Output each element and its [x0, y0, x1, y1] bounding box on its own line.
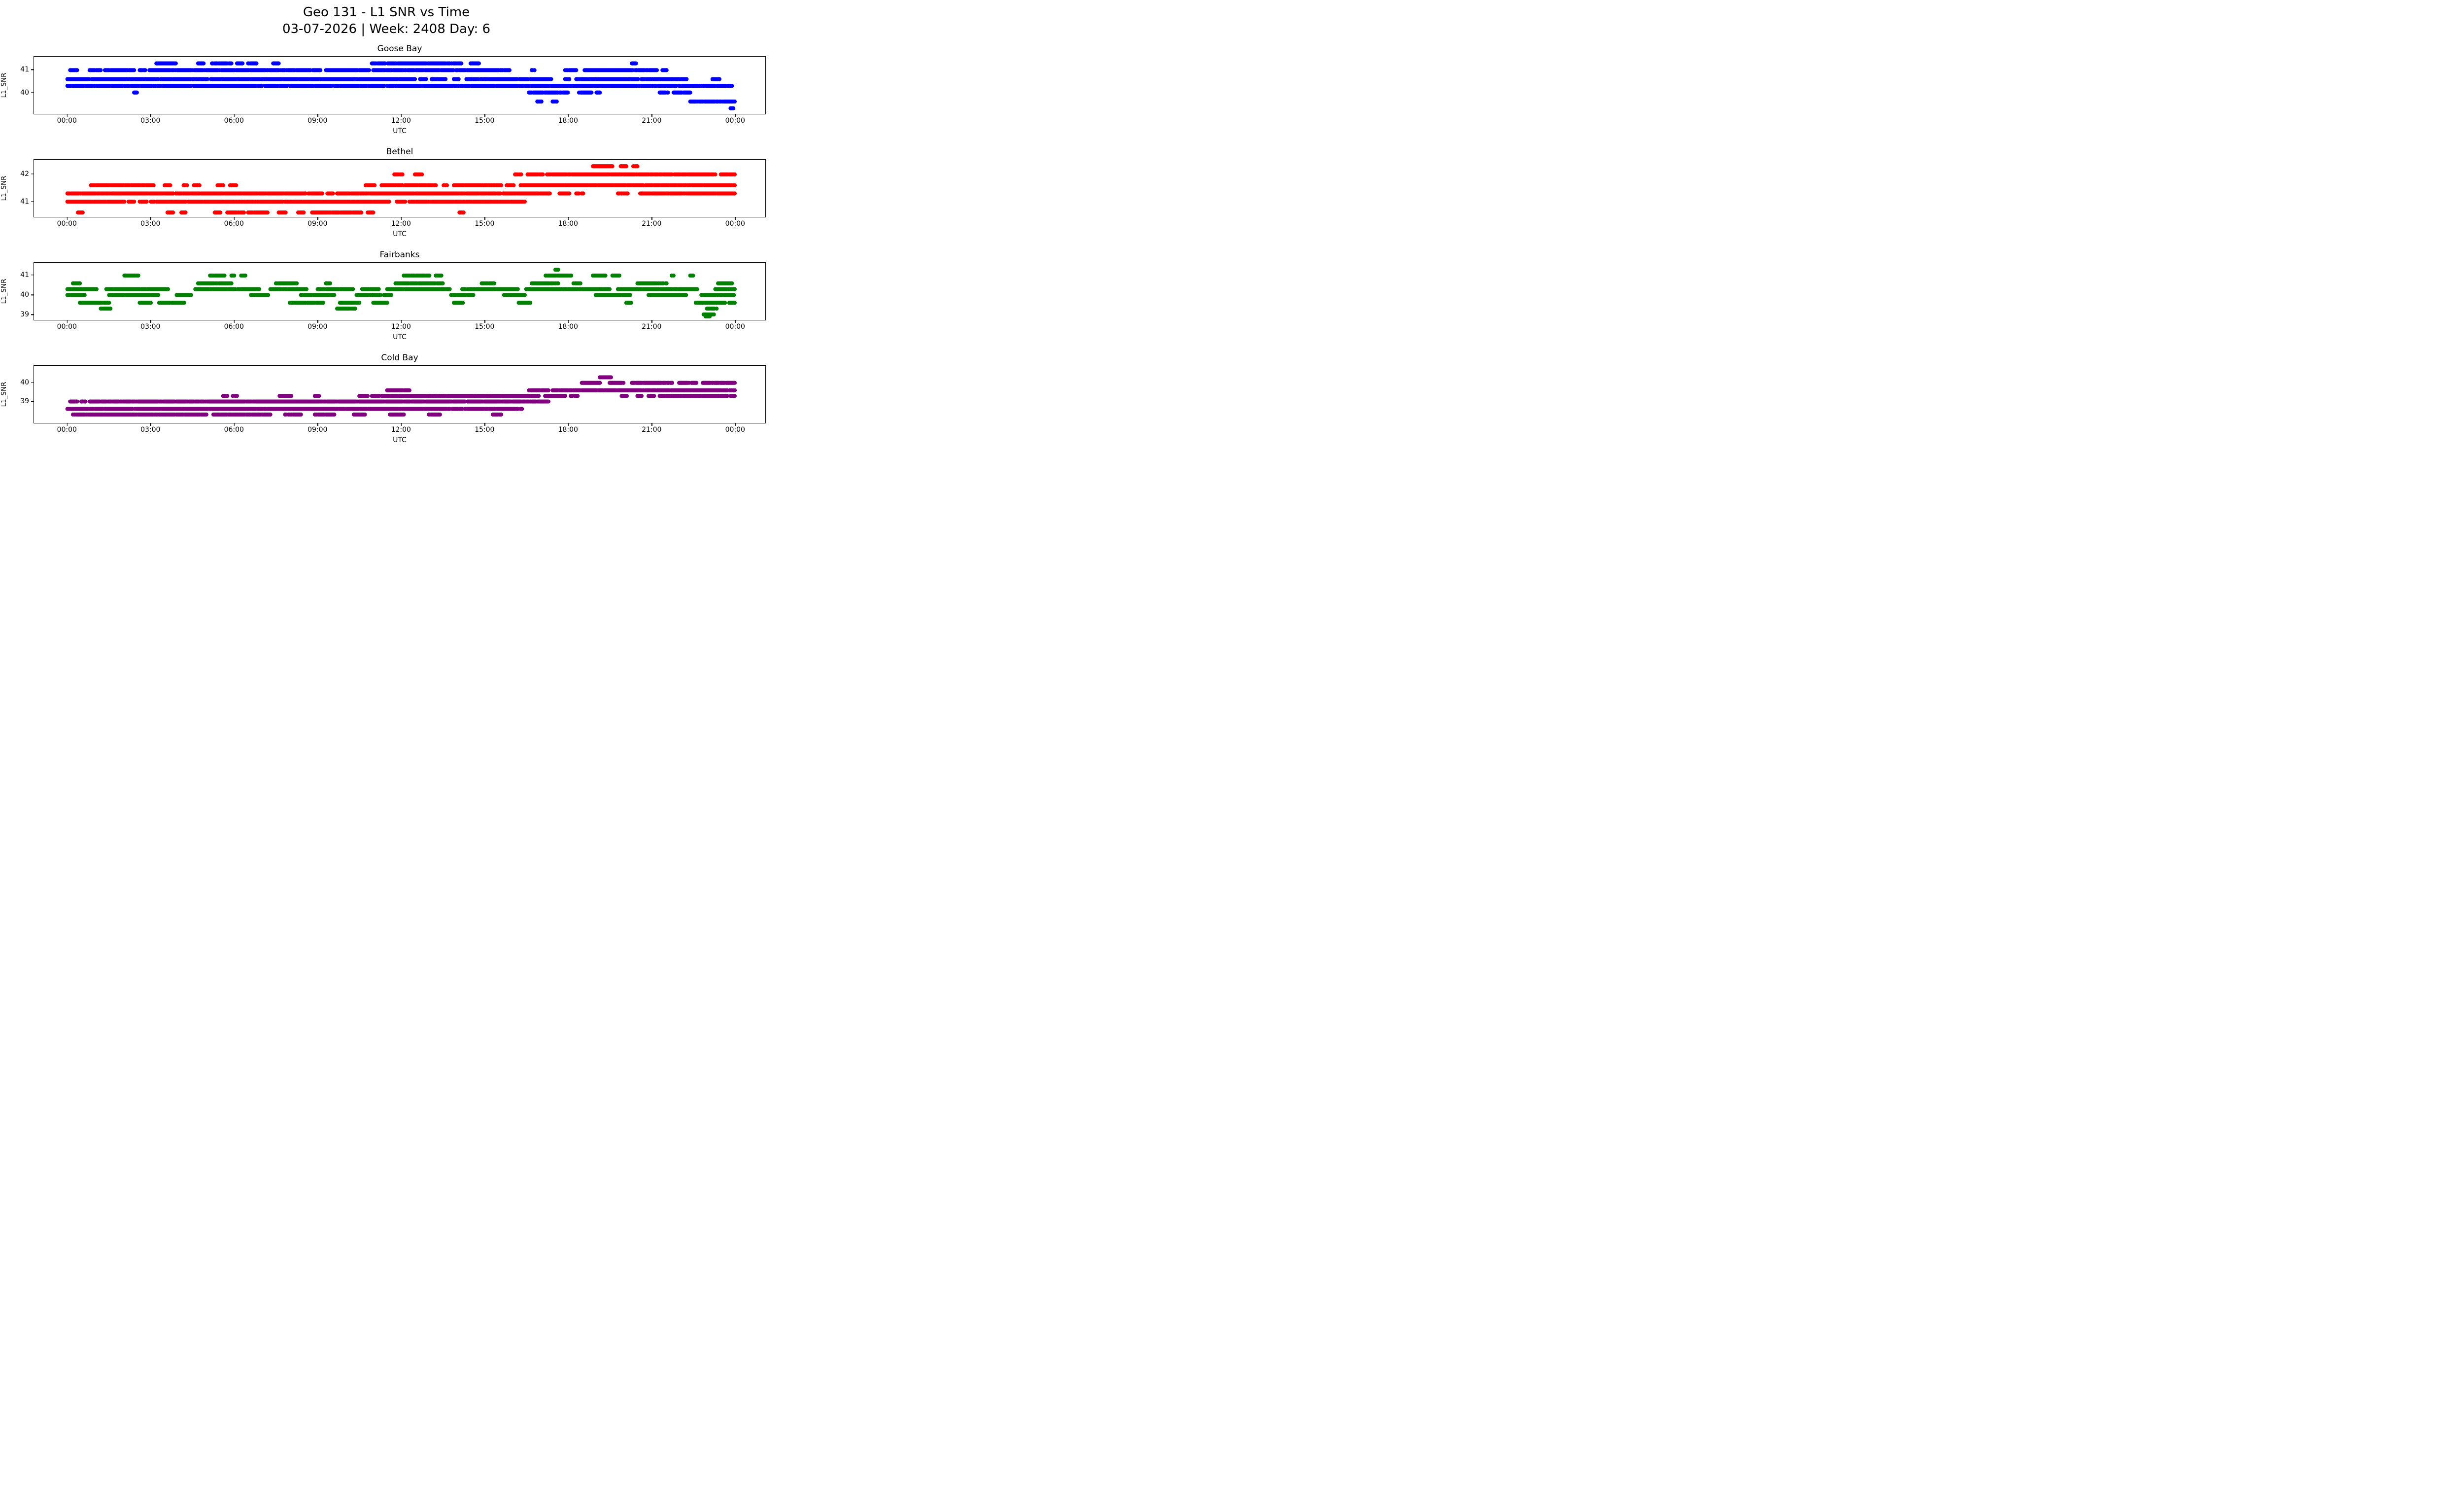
- y-tick-label: 41: [20, 198, 29, 206]
- x-tick-labels: 00:00 03:00 06:00 09:00 12:00 15:00 18:00 21:00…: [34, 114, 766, 127]
- x-tick-label: 12:00: [391, 423, 411, 434]
- x-tick-label: 00:00: [725, 423, 745, 434]
- x-axis-label: UTC: [393, 333, 407, 341]
- x-tick-label: 00:00: [57, 114, 77, 125]
- x-tick-label: 00:00: [57, 217, 77, 228]
- x-tick-labels: 00:00 03:00 06:00 09:00 12:00 15:00 18:00 21:00…: [34, 423, 766, 436]
- y-axis-label: L1_SNR: [0, 72, 8, 98]
- x-tick-label: 09:00: [308, 423, 328, 434]
- x-tick-label: 15:00: [475, 217, 495, 228]
- x-tick-label: 18:00: [558, 320, 578, 331]
- x-tick-label: 21:00: [642, 423, 662, 434]
- x-tick-label: 00:00: [725, 320, 745, 331]
- y-tick-labels: 41 40: [9, 56, 34, 114]
- scatter-canvas: [34, 262, 765, 320]
- figure-title-line2: 03-07-2026 | Week: 2408 Day: 6: [282, 22, 491, 37]
- x-tick-label: 12:00: [391, 320, 411, 331]
- x-tick-label: 18:00: [558, 114, 578, 125]
- x-tick-label: 06:00: [224, 217, 244, 228]
- x-tick-label: 21:00: [642, 320, 662, 331]
- plot-row: L1_SNR 42 41: [0, 159, 773, 217]
- y-tick-labels: 42 41: [9, 159, 34, 217]
- y-axis-label: L1_SNR: [0, 382, 8, 407]
- subplot-title: Bethel: [386, 146, 413, 157]
- y-axis-label: L1_SNR: [0, 175, 8, 201]
- x-tick-label: 03:00: [140, 423, 161, 434]
- x-tick-label: 12:00: [391, 217, 411, 228]
- x-tick-label: 00:00: [725, 114, 745, 125]
- y-tick-label: 41: [20, 271, 29, 279]
- y-tick-label: 40: [20, 291, 29, 299]
- x-tick-label: 03:00: [140, 217, 161, 228]
- y-tick-label: 41: [20, 66, 29, 74]
- x-tick-label: 06:00: [224, 114, 244, 125]
- y-tick-labels: 41 40 39: [9, 262, 34, 320]
- plot-row: L1_SNR 41 40: [0, 56, 773, 114]
- subplot-goose-bay: Goose Bay L1_SNR 41 40 00:00 03:00 06:00 09:…: [0, 44, 773, 135]
- x-tick-label: 09:00: [308, 320, 328, 331]
- x-axis-label: UTC: [393, 436, 407, 444]
- y-tick-label: 40: [20, 88, 29, 97]
- figure-title: Geo 131 - L1 SNR vs Time 03-07-2026 | We…: [0, 0, 773, 38]
- x-tick-label: 15:00: [475, 423, 495, 434]
- x-axis-label: UTC: [393, 127, 407, 135]
- x-tick-label: 09:00: [308, 217, 328, 228]
- x-tick-label: 12:00: [391, 114, 411, 125]
- x-tick-label: 03:00: [140, 114, 161, 125]
- subplot-cold-bay: Cold Bay L1_SNR 40 39 00:00 03:00 06:00 09:0…: [0, 353, 773, 444]
- y-tick-label: 39: [20, 397, 29, 406]
- plot-area: [34, 56, 766, 114]
- x-tick-label: 06:00: [224, 320, 244, 331]
- x-tick-labels: 00:00 03:00 06:00 09:00 12:00 15:00 18:00 21:00…: [34, 217, 766, 230]
- x-tick-label: 18:00: [558, 217, 578, 228]
- x-axis-label: UTC: [393, 230, 407, 238]
- y-tick-label: 40: [20, 379, 29, 387]
- subplot-title: Cold Bay: [381, 352, 418, 363]
- subplot-fairbanks: Fairbanks L1_SNR 41 40 39 00:00 03:00 06:00 0…: [0, 250, 773, 341]
- figure-title-line1: Geo 131 - L1 SNR vs Time: [303, 5, 470, 20]
- scatter-canvas: [34, 365, 765, 423]
- x-tick-label: 06:00: [224, 423, 244, 434]
- x-tick-label: 09:00: [308, 114, 328, 125]
- scatter-canvas: [34, 159, 765, 217]
- plot-area: [34, 262, 766, 320]
- subplot-bethel: Bethel L1_SNR 42 41 00:00 03:00 06:00 09:00 1…: [0, 147, 773, 238]
- x-tick-label: 00:00: [725, 217, 745, 228]
- scatter-canvas: [34, 56, 765, 114]
- x-tick-label: 18:00: [558, 423, 578, 434]
- x-tick-label: 21:00: [642, 114, 662, 125]
- x-tick-label: 00:00: [57, 320, 77, 331]
- plot-row: L1_SNR 40 39: [0, 365, 773, 423]
- subplot-title: Goose Bay: [377, 43, 422, 54]
- y-tick-label: 39: [20, 311, 29, 319]
- plot-area: [34, 365, 766, 423]
- x-tick-label: 15:00: [475, 320, 495, 331]
- plot-row: L1_SNR 41 40 39: [0, 262, 773, 320]
- y-axis-label: L1_SNR: [0, 278, 8, 304]
- figure: Geo 131 - L1 SNR vs Time 03-07-2026 | We…: [0, 0, 773, 444]
- x-tick-labels: 00:00 03:00 06:00 09:00 12:00 15:00 18:00 21:00…: [34, 320, 766, 333]
- plot-area: [34, 159, 766, 217]
- x-tick-label: 00:00: [57, 423, 77, 434]
- y-tick-label: 42: [20, 170, 29, 178]
- x-tick-label: 03:00: [140, 320, 161, 331]
- subplot-title: Fairbanks: [379, 249, 420, 260]
- x-tick-label: 21:00: [642, 217, 662, 228]
- x-tick-label: 15:00: [475, 114, 495, 125]
- y-tick-labels: 40 39: [9, 365, 34, 423]
